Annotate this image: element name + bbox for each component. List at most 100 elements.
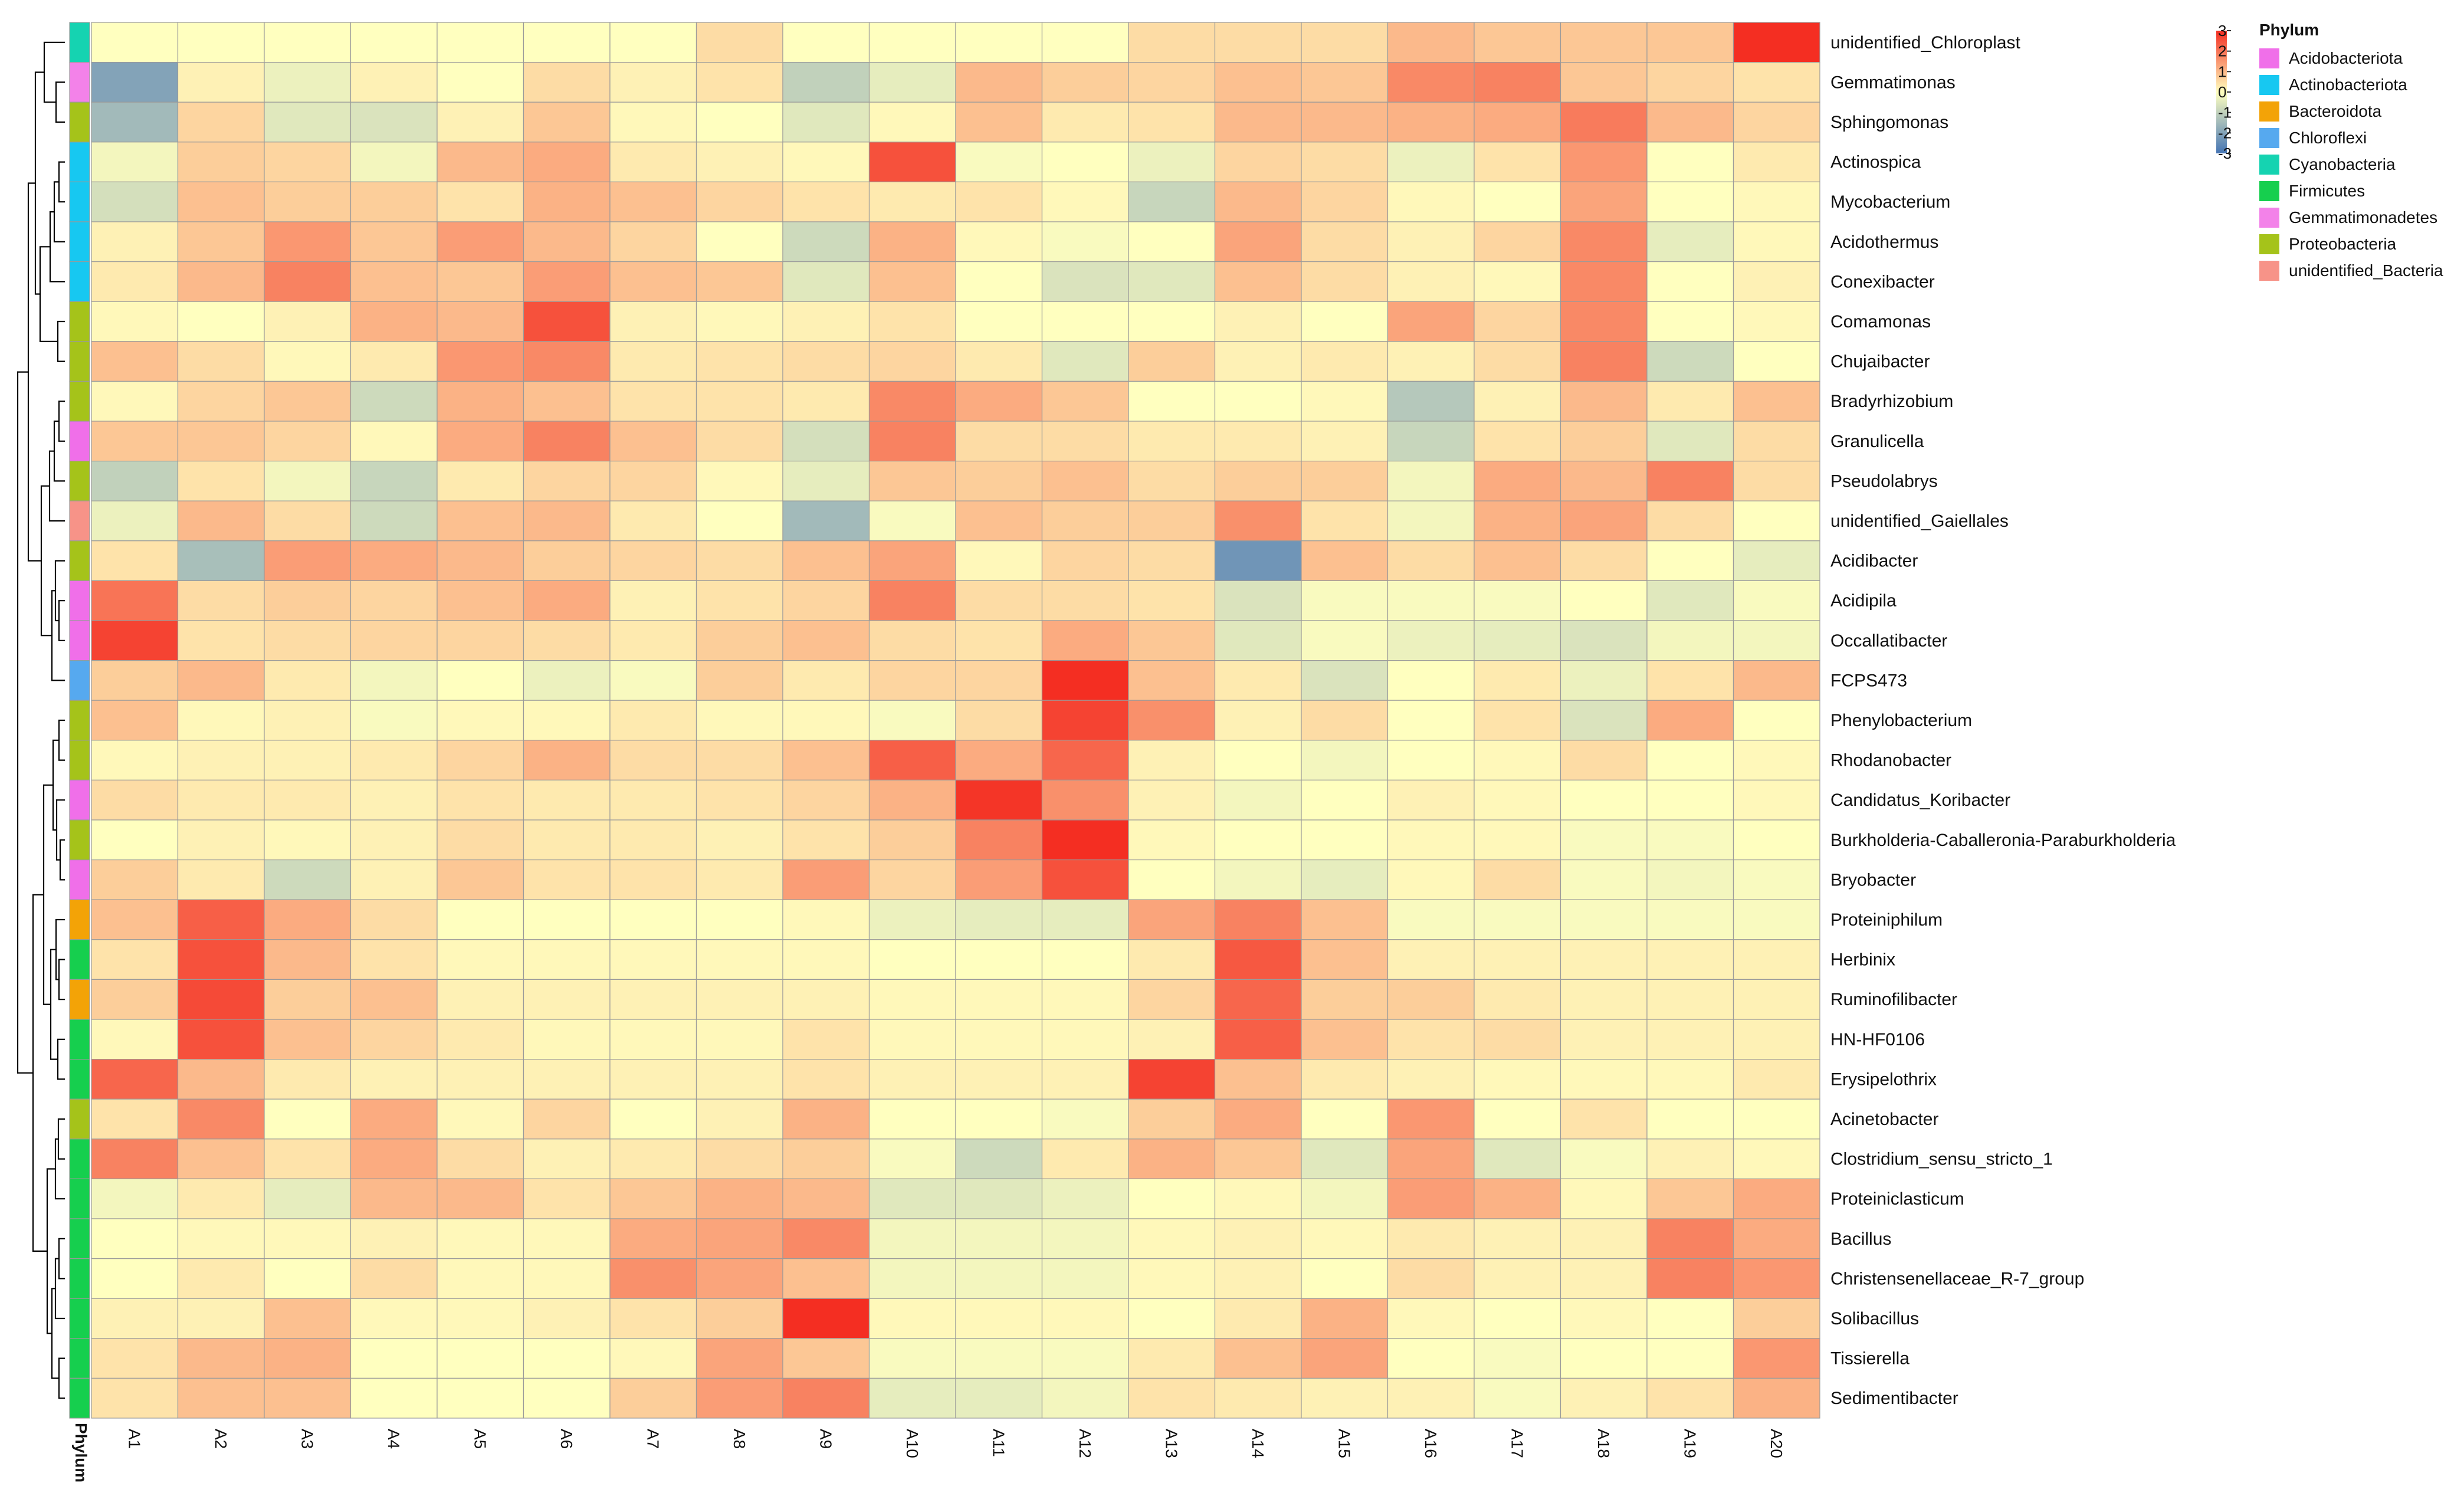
heatmap-cell: [609, 859, 697, 900]
dendrogram-branch: [48, 450, 65, 522]
heatmap-cell: [350, 1338, 438, 1379]
heatmap-cell: [695, 660, 783, 701]
heatmap-cell: [609, 979, 697, 1020]
heatmap-cell: [523, 1139, 611, 1180]
phylum-annotation-cell: [69, 580, 90, 621]
row-label: Christensenellaceae_R-7_group: [1830, 1269, 2084, 1288]
heatmap-cell: [1474, 101, 1561, 143]
heatmap-cell: [1041, 380, 1129, 422]
heatmap-cell: [782, 1178, 870, 1219]
heatmap-cell: [91, 1019, 179, 1060]
heatmap-cell: [782, 61, 870, 103]
heatmap-cell: [782, 221, 870, 263]
heatmap-cell: [1214, 101, 1302, 143]
row-label: unidentified_Gaiellales: [1830, 511, 2009, 531]
heatmap-cell: [350, 779, 438, 821]
heatmap-cell: [609, 61, 697, 103]
legend-entry-label: Gemmatimonadetes: [2289, 208, 2437, 227]
heatmap-cell: [1041, 580, 1129, 621]
row-label: Erysipelothrix: [1830, 1069, 1937, 1089]
heatmap-cell: [782, 500, 870, 542]
dendrogram-branch: [58, 719, 65, 761]
heatmap-cell: [1301, 1139, 1389, 1180]
heatmap-cell: [955, 1258, 1043, 1299]
heatmap-cell: [609, 22, 697, 63]
heatmap-cell: [695, 540, 783, 581]
heatmap-cell: [868, 620, 956, 661]
legend-title: Phylum: [2259, 21, 2319, 39]
heatmap-cell: [264, 700, 352, 741]
heatmap-cell: [955, 181, 1043, 222]
heatmap-cell: [1474, 1338, 1561, 1379]
row-label: Acidibacter: [1830, 552, 1918, 571]
heatmap-cell: [1646, 620, 1734, 661]
heatmap-cell: [350, 740, 438, 781]
heatmap-cell: [955, 261, 1043, 302]
heatmap-cell: [1301, 460, 1389, 501]
heatmap-cell: [1560, 1058, 1648, 1100]
heatmap-cell: [350, 341, 438, 382]
dendrogram-branch: [55, 918, 65, 980]
heatmap-cell: [437, 421, 524, 462]
heatmap-cell: [782, 979, 870, 1020]
heatmap-cell: [1646, 1377, 1734, 1419]
heatmap-cell: [1128, 1098, 1216, 1140]
heatmap-cell: [523, 1019, 611, 1060]
heatmap-cell: [350, 500, 438, 542]
phylum-axis-label: Phylum: [72, 1423, 90, 1482]
phylum-legend: Phylum Acidobacteriota Actinobacteriota Ba…: [2259, 21, 2443, 281]
color-scale-tick-label: 2: [2218, 42, 2226, 60]
color-scale-tick-label: 3: [2218, 22, 2226, 40]
row-label: Granulicella: [1830, 432, 1924, 451]
heatmap-cell: [1646, 939, 1734, 980]
heatmap-cell: [1387, 380, 1475, 422]
heatmap-cell: [1214, 740, 1302, 781]
phylum-annotation-cell: [69, 460, 90, 501]
heatmap-cell: [1474, 660, 1561, 701]
heatmap-cell: [955, 460, 1043, 501]
dendrogram-branch: [57, 1118, 65, 1160]
heatmap-cell: [868, 1298, 956, 1339]
row-label: Burkholderia-Caballeronia-Paraburkholder…: [1830, 831, 2176, 850]
heatmap-cell: [955, 939, 1043, 980]
heatmap-cell: [1041, 341, 1129, 382]
heatmap-cell: [264, 580, 352, 621]
heatmap-cell: [1214, 859, 1302, 900]
heatmap-cell: [177, 859, 265, 900]
phylum-annotation-cell: [69, 500, 90, 542]
legend-entry-label: Proteobacteria: [2289, 235, 2397, 253]
heatmap-cell: [695, 1298, 783, 1339]
heatmap-cell: [523, 460, 611, 501]
row-label: unidentified_Chloroplast: [1830, 33, 2021, 53]
heatmap-cell: [437, 181, 524, 222]
heatmap-cell: [350, 1258, 438, 1299]
heatmap-cell: [868, 899, 956, 940]
heatmap-cell: [1041, 61, 1129, 103]
phylum-annotation-cell: [69, 1019, 90, 1060]
heatmap-cell: [955, 660, 1043, 701]
heatmap-cell: [1560, 421, 1648, 462]
heatmap-cell: [1128, 1058, 1216, 1100]
heatmap-cell: [264, 181, 352, 222]
heatmap-cell: [177, 819, 265, 861]
heatmap-cell: [1560, 22, 1648, 63]
heatmap-cell: [177, 779, 265, 821]
heatmap-cell: [523, 301, 611, 342]
heatmap-cell: [1301, 61, 1389, 103]
heatmap-cell: [1214, 500, 1302, 542]
heatmap-cell: [609, 899, 697, 940]
heatmap-cell: [523, 221, 611, 263]
heatmap-cell: [350, 101, 438, 143]
heatmap-cell: [1474, 779, 1561, 821]
heatmap-cell: [177, 1098, 265, 1140]
heatmap-cell: [91, 660, 179, 701]
heatmap-cell: [1387, 700, 1475, 741]
heatmap-cell: [523, 740, 611, 781]
heatmap-cell: [609, 142, 697, 183]
heatmap-cell: [1733, 1019, 1820, 1060]
heatmap-cell: [350, 700, 438, 741]
heatmap-cell: [1387, 1058, 1475, 1100]
heatmap-cell: [437, 1019, 524, 1060]
heatmap-cell: [782, 779, 870, 821]
heatmap-cell: [1474, 500, 1561, 542]
